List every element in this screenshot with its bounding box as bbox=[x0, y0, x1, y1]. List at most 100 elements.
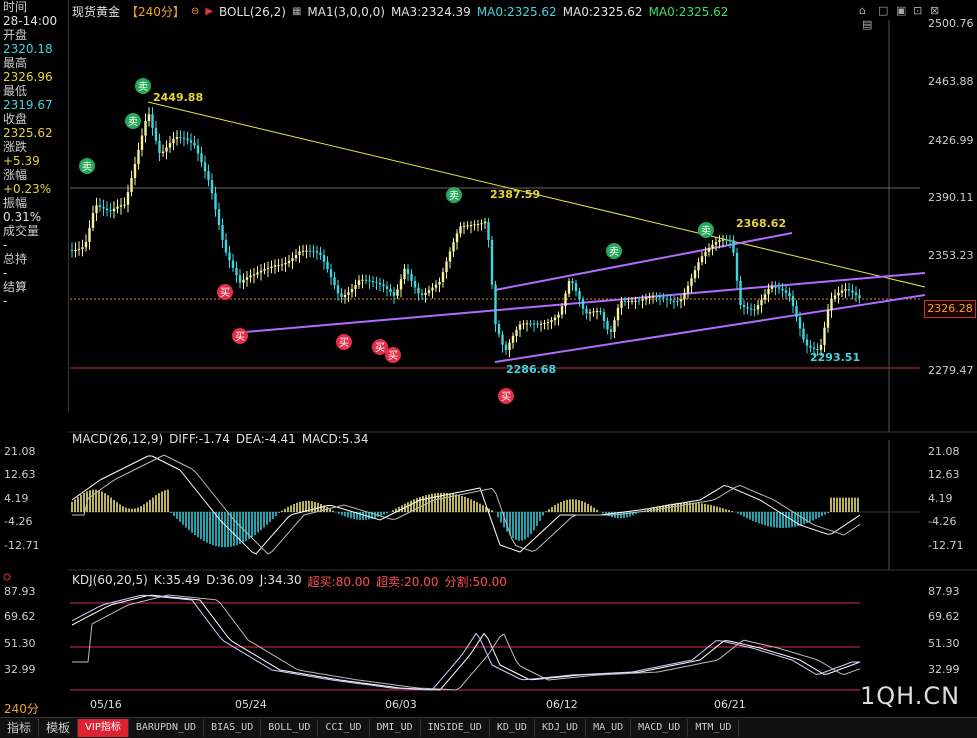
candle-body bbox=[599, 311, 602, 313]
candle-body bbox=[847, 289, 851, 291]
candle-body bbox=[746, 307, 749, 309]
annotation-high: 2368.62 bbox=[736, 217, 787, 230]
candle-body bbox=[161, 151, 165, 154]
gear-icon[interactable]: ⊖ bbox=[190, 6, 200, 17]
change-value: +5.39 bbox=[3, 154, 40, 168]
candle-body bbox=[812, 347, 816, 349]
period-tag[interactable]: 【240分】 bbox=[126, 5, 185, 19]
kdj-tick-right: 87.93 bbox=[928, 585, 960, 598]
candle-body bbox=[200, 153, 203, 163]
candle-body bbox=[609, 329, 613, 333]
date-tick: 06/12 bbox=[546, 698, 578, 711]
chart-icon[interactable]: ▦ bbox=[291, 6, 302, 17]
buy-signal-icon bbox=[372, 339, 388, 355]
candle-body bbox=[312, 250, 315, 252]
candle-body bbox=[123, 204, 126, 206]
candle-body bbox=[574, 283, 578, 292]
tab-dmi[interactable]: DMI_UD bbox=[370, 719, 421, 737]
candle-body bbox=[588, 312, 592, 314]
candle-body bbox=[560, 306, 564, 315]
ma0-label-a: MA0:2325.62 bbox=[476, 4, 557, 19]
tab-boll[interactable]: BOLL_UD bbox=[261, 719, 319, 737]
candle-body bbox=[84, 241, 88, 248]
sell-signal-icon-label: 卖 bbox=[449, 190, 459, 202]
candle-body bbox=[277, 265, 280, 267]
tab-inside[interactable]: INSIDE_UD bbox=[421, 719, 490, 737]
candle-body bbox=[658, 296, 662, 298]
candle-body bbox=[403, 268, 406, 280]
kdj-d: D:36.09 bbox=[206, 573, 254, 587]
annotation-low: 2286.68 bbox=[506, 363, 557, 376]
minimize-icon[interactable]: ⊡ bbox=[913, 4, 923, 17]
candle-body bbox=[665, 298, 669, 300]
candle-body bbox=[455, 233, 459, 243]
candle-body bbox=[679, 299, 683, 302]
kdj-title[interactable]: KDJ(60,20,5) bbox=[72, 573, 148, 587]
candle-body bbox=[539, 323, 543, 325]
copy-icon[interactable]: ▣ bbox=[896, 4, 907, 17]
boll-label[interactable]: BOLL(26,2) bbox=[219, 4, 286, 19]
candle-body bbox=[767, 288, 770, 295]
tab-ma[interactable]: MA_UD bbox=[586, 719, 632, 737]
candle-body bbox=[781, 288, 784, 291]
close-icon[interactable]: ⊠ bbox=[930, 4, 940, 17]
candle-body bbox=[326, 261, 329, 270]
candle-body bbox=[214, 193, 217, 210]
candle-body bbox=[256, 272, 259, 275]
symbol-name[interactable]: 现货黄金 bbox=[72, 5, 121, 19]
candle-body bbox=[263, 269, 266, 271]
macd-tick-right: -12.71 bbox=[928, 539, 964, 552]
candle-body bbox=[95, 205, 98, 214]
candle-body bbox=[749, 308, 753, 310]
tab-mtm[interactable]: MTM_UD bbox=[688, 719, 740, 737]
candle-body bbox=[858, 295, 861, 299]
kdj-tick-right: 51.30 bbox=[928, 637, 960, 650]
candle-body bbox=[189, 140, 193, 143]
candle-body bbox=[238, 275, 242, 283]
settle-label: 结算 bbox=[3, 280, 28, 294]
candle-body bbox=[406, 268, 410, 274]
candle-body bbox=[245, 277, 249, 280]
candle-body bbox=[158, 140, 161, 154]
settings-icon[interactable]: ▤ bbox=[862, 18, 873, 31]
candle-body bbox=[711, 244, 714, 248]
candle-body bbox=[252, 274, 256, 276]
candle-body bbox=[350, 288, 354, 293]
candle-body bbox=[466, 225, 469, 227]
price-tick: 2353.23 bbox=[928, 249, 974, 262]
kdj-tick: 32.99 bbox=[4, 663, 36, 676]
price-tick: 2279.47 bbox=[928, 364, 974, 377]
candle-body bbox=[235, 267, 238, 276]
tab-templates[interactable]: 模板 bbox=[39, 719, 79, 737]
buy-signal-icon-label: 买 bbox=[235, 331, 245, 343]
tab-kdj[interactable]: KDJ_UD bbox=[535, 719, 587, 737]
tab-bias[interactable]: BIAS_UD bbox=[204, 719, 262, 737]
channel-line-upper-left bbox=[244, 272, 926, 333]
amp-label: 振幅 bbox=[3, 196, 28, 210]
candle-body bbox=[742, 304, 746, 308]
buy-signal-icon bbox=[336, 334, 352, 350]
tab-vip-indicators[interactable]: VIP指标 bbox=[78, 719, 129, 737]
candle-body bbox=[179, 137, 182, 139]
candle-body bbox=[88, 227, 91, 242]
candle-body bbox=[735, 252, 739, 281]
buy-signal-icon bbox=[232, 328, 248, 344]
tab-indicators[interactable]: 指标 bbox=[0, 719, 40, 737]
tab-cci[interactable]: CCI_UD bbox=[318, 719, 370, 737]
candle-body bbox=[112, 208, 116, 212]
period-label[interactable]: 240分 bbox=[4, 702, 39, 716]
tab-barupdn[interactable]: BARUPDN_UD bbox=[129, 719, 205, 737]
candle-body bbox=[462, 225, 466, 227]
oi-label: 总持 bbox=[3, 252, 28, 266]
candle-body bbox=[592, 311, 595, 313]
tab-kd[interactable]: KD_UD bbox=[490, 719, 535, 737]
macd-title[interactable]: MACD(26,12,9) bbox=[72, 432, 164, 446]
tab-macd[interactable]: MACD_UD bbox=[631, 719, 689, 737]
candle-body bbox=[259, 270, 263, 273]
flag-icon[interactable]: ▶ bbox=[205, 6, 214, 17]
square-icon[interactable]: □ bbox=[878, 4, 889, 17]
candle-body bbox=[669, 299, 672, 301]
pin-icon[interactable]: ⌂ bbox=[859, 4, 866, 17]
